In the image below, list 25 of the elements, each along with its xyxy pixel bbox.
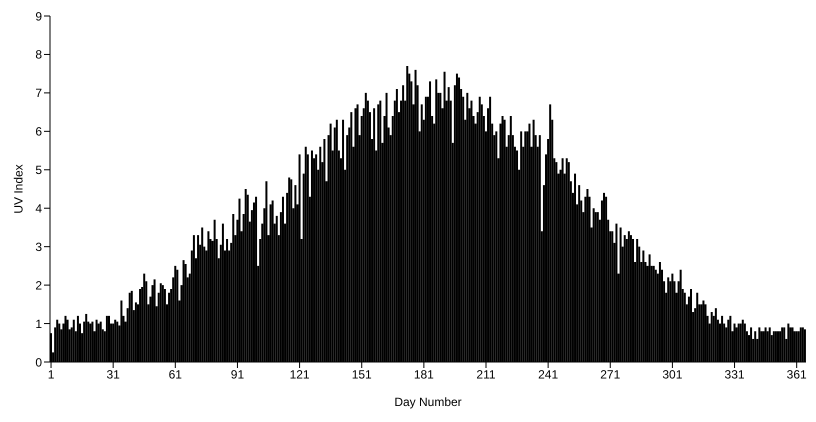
y-tick-label: 3 [35,240,42,254]
x-tick-label: 211 [476,368,496,382]
x-tick-label: 151 [352,368,372,382]
y-tick-label: 4 [35,201,42,216]
y-tick-label: 6 [35,124,42,139]
x-tick-label: 241 [538,368,558,382]
x-tick-label: 91 [230,368,244,382]
x-tick-label: 181 [414,368,434,382]
y-tick-label: 1 [35,316,42,331]
x-tick-label: 331 [724,368,745,382]
y-tick-label: 7 [35,86,42,100]
x-axis-title: Day Number [394,395,462,409]
y-tick-label: 9 [35,9,42,24]
x-tick-label: 271 [600,368,621,382]
x-tick-label: 301 [662,368,683,382]
y-axis-title: UV Index [11,164,26,214]
x-tick-label: 361 [786,368,808,382]
y-tick-label: 5 [35,163,42,178]
x-tick-label: 61 [168,368,182,382]
x-tick-label: 1 [48,368,55,382]
x-tick-label: 121 [290,368,310,382]
y-tick-label: 8 [35,48,42,62]
x-tick-label: 31 [106,368,120,382]
y-tick-label: 0 [35,355,42,370]
y-tick-label: 2 [35,278,42,292]
